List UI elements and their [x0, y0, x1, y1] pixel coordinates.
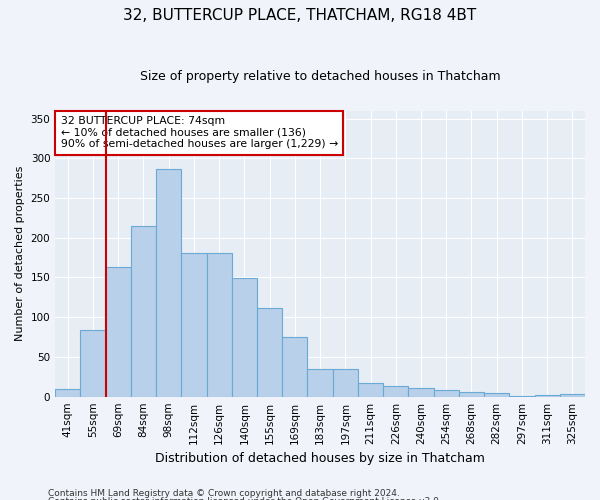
Bar — [409, 388, 434, 396]
Bar — [181, 253, 206, 396]
Title: Size of property relative to detached houses in Thatcham: Size of property relative to detached ho… — [140, 70, 500, 83]
Text: 32, BUTTERCUP PLACE, THATCHAM, RG18 4BT: 32, BUTTERCUP PLACE, THATCHAM, RG18 4BT — [124, 8, 476, 22]
Bar — [232, 278, 257, 396]
Bar — [560, 394, 585, 396]
Bar — [484, 392, 509, 396]
Bar — [332, 369, 358, 396]
Bar — [434, 390, 459, 396]
Bar — [383, 386, 409, 396]
Bar — [80, 330, 106, 396]
Bar — [206, 253, 232, 396]
Bar — [358, 383, 383, 396]
Bar — [106, 267, 131, 396]
Bar — [131, 226, 156, 396]
Y-axis label: Number of detached properties: Number of detached properties — [15, 166, 25, 342]
Bar — [55, 388, 80, 396]
Bar — [156, 170, 181, 396]
Text: 32 BUTTERCUP PLACE: 74sqm
← 10% of detached houses are smaller (136)
90% of semi: 32 BUTTERCUP PLACE: 74sqm ← 10% of detac… — [61, 116, 338, 150]
Text: Contains public sector information licensed under the Open Government Licence v3: Contains public sector information licen… — [48, 498, 442, 500]
X-axis label: Distribution of detached houses by size in Thatcham: Distribution of detached houses by size … — [155, 452, 485, 465]
Bar — [257, 308, 282, 396]
Bar — [307, 369, 332, 396]
Bar — [459, 392, 484, 396]
Bar — [282, 337, 307, 396]
Text: Contains HM Land Registry data © Crown copyright and database right 2024.: Contains HM Land Registry data © Crown c… — [48, 488, 400, 498]
Bar — [535, 395, 560, 396]
